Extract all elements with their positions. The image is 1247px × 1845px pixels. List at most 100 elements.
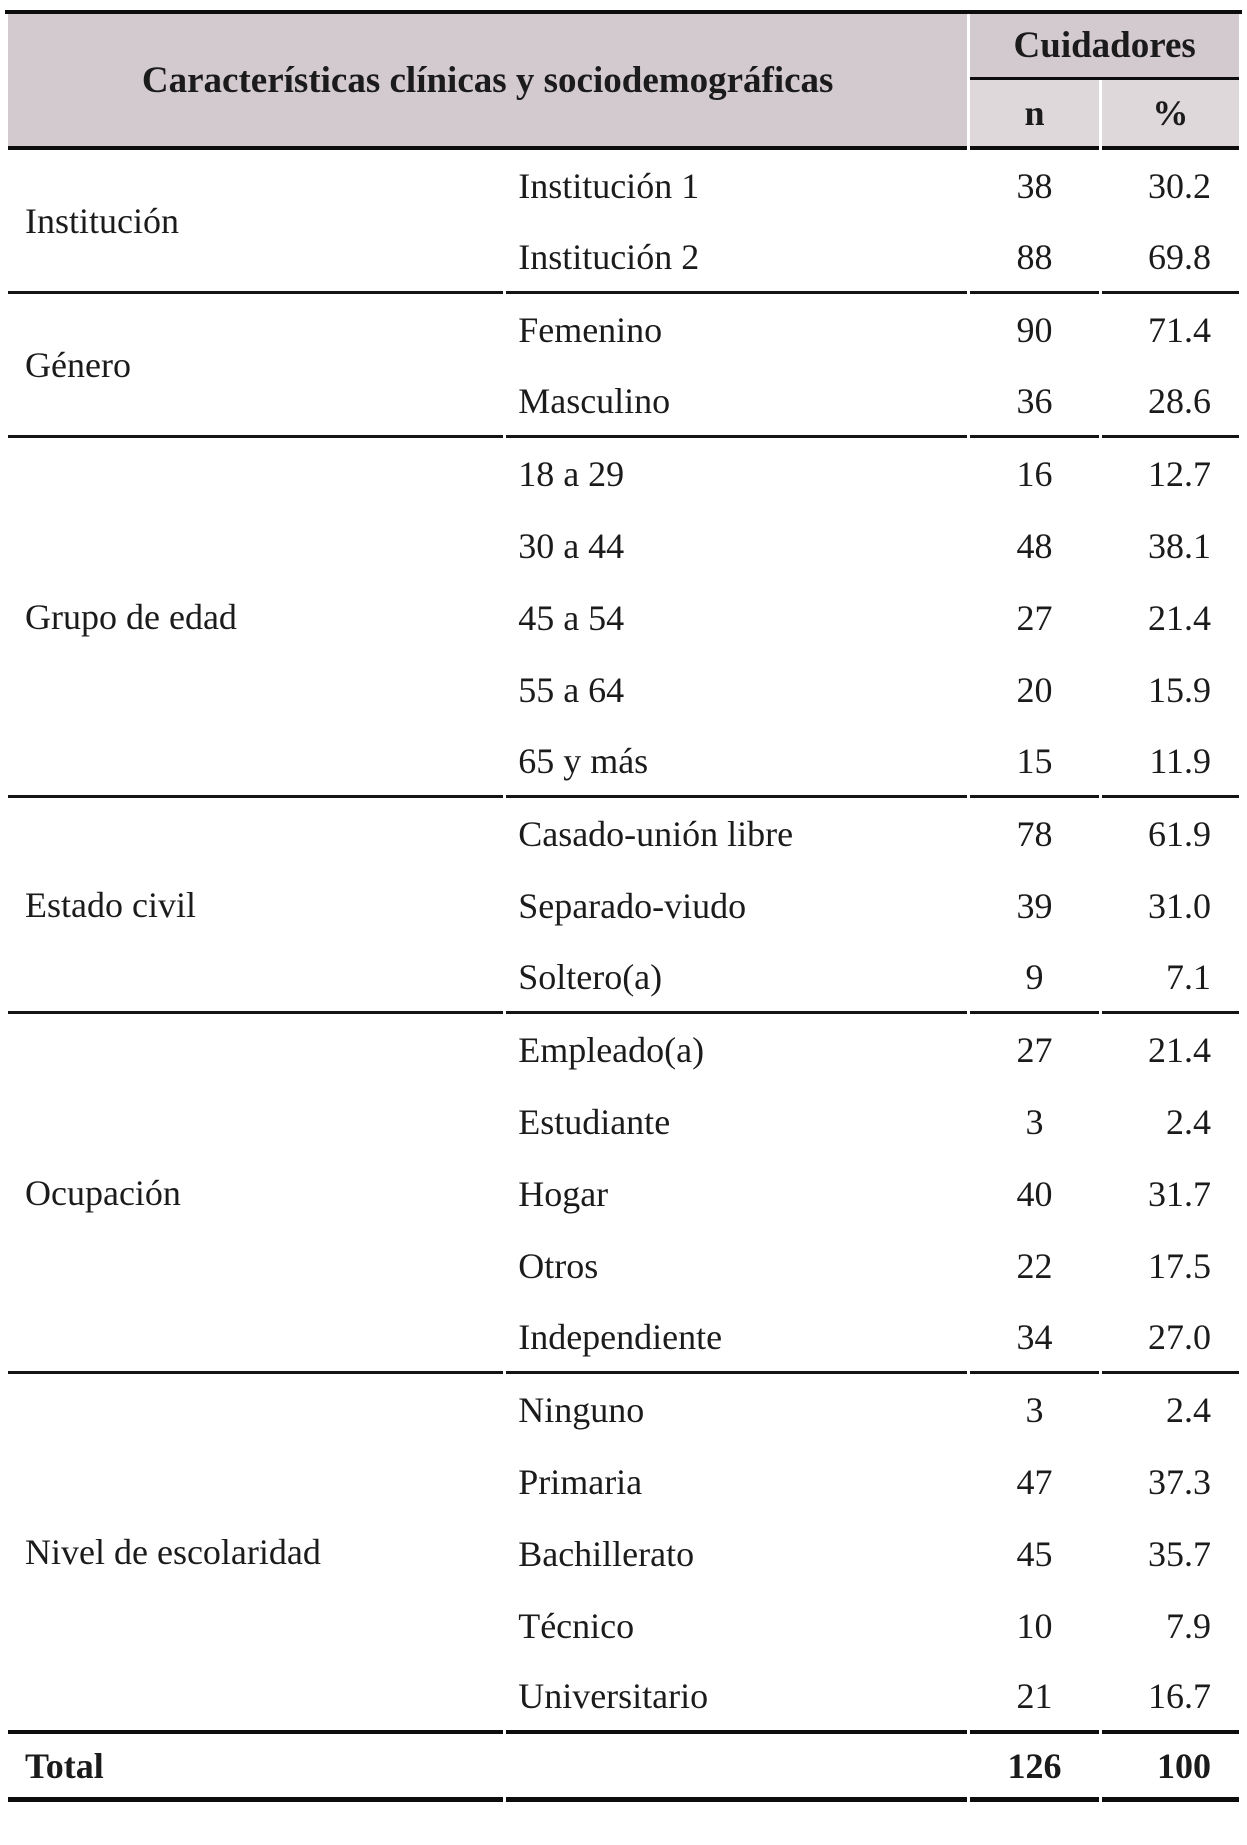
- category-cell: Estado civil: [8, 798, 504, 1014]
- table-row: 45 a 54 27 21.4: [8, 582, 1239, 654]
- total-row: Total 126 100: [8, 1734, 1239, 1802]
- demographics-table: Características clínicas y sociodemográf…: [5, 10, 1242, 1802]
- table-row: Nivel de escolaridad Ninguno 3 2.4: [8, 1374, 1239, 1734]
- table-row: Otros 22 17.5: [8, 1230, 1239, 1302]
- pct-cell: 27.0: [1101, 1302, 1239, 1374]
- category-cell: Institución: [8, 150, 504, 294]
- label-cell: 55 a 64: [518, 670, 625, 710]
- table-row: Institución 2 88 69.8: [8, 222, 1239, 294]
- header-row-1: Características clínicas y sociodemográf…: [8, 14, 1239, 150]
- header-pct-cell: %: [1101, 80, 1239, 150]
- n-cell: 10: [1016, 1606, 1053, 1646]
- label-cell: Estudiante: [518, 1102, 671, 1142]
- category-cell: Nivel de escolaridad: [8, 1374, 504, 1734]
- table-row: Masculino 36 28.6: [8, 366, 1239, 438]
- n-cell: 22: [1016, 1246, 1053, 1286]
- header-group-cell: Cuidadores: [970, 14, 1239, 80]
- label-cell: Separado-viudo: [518, 886, 747, 926]
- pct-cell: 17.5: [1148, 1246, 1211, 1286]
- table-row: Bachillerato 45 35.7: [8, 1518, 1239, 1590]
- label-cell: Masculino: [506, 366, 968, 438]
- table-row: Grupo de edad 18 a 29 16 12.7: [8, 438, 1239, 798]
- label-cell: Técnico: [518, 1606, 635, 1646]
- label-cell: Institución 2: [506, 222, 968, 294]
- table-row: Estado civil Casado-unión libre 78 61.9: [8, 798, 1239, 1014]
- label-cell: Ninguno: [518, 1390, 645, 1430]
- n-cell: 45: [1016, 1534, 1053, 1574]
- n-cell: 21: [970, 1662, 1099, 1734]
- table-row: Género Femenino 90 71.4: [8, 294, 1239, 438]
- n-cell: 16: [1016, 454, 1053, 494]
- pct-cell: 31.0: [1148, 886, 1211, 926]
- n-cell: 48: [1016, 526, 1053, 566]
- label-cell: Otros: [518, 1246, 599, 1286]
- table-container: Características clínicas y sociodemográf…: [0, 10, 1247, 1802]
- label-cell: 65 y más: [506, 726, 968, 798]
- pct-cell: 11.9: [1101, 726, 1239, 798]
- pct-cell: 71.4: [1148, 310, 1211, 350]
- n-cell: 40: [1016, 1174, 1053, 1214]
- header-row-2: n %: [8, 80, 1239, 150]
- total-pct-cell: 100: [1101, 1734, 1239, 1802]
- pct-cell: 35.7: [1148, 1534, 1211, 1574]
- table-row: Ocupación Empleado(a) 27 21.4: [8, 1014, 1239, 1374]
- pct-cell: 2.4: [1166, 1390, 1211, 1430]
- label-cell: Soltero(a): [506, 942, 968, 1014]
- total-n-cell: 126: [970, 1734, 1099, 1802]
- n-cell: 36: [970, 366, 1099, 438]
- total-empty-cell: [506, 1734, 968, 1802]
- table-row: Primaria 47 37.3: [8, 1446, 1239, 1518]
- table-row: 65 y más 15 11.9: [8, 726, 1239, 798]
- pct-cell: 30.2: [1148, 166, 1211, 206]
- table-row: Universitario 21 16.7: [8, 1662, 1239, 1734]
- n-cell: 20: [1016, 670, 1053, 710]
- n-cell: 38: [1016, 166, 1053, 206]
- label-cell: Empleado(a): [518, 1030, 705, 1070]
- header-n-cell: n: [970, 80, 1099, 150]
- n-cell: 15: [970, 726, 1099, 798]
- label-cell: Primaria: [518, 1462, 643, 1502]
- table-row: Separado-viudo 39 31.0: [8, 870, 1239, 942]
- n-cell: 27: [1016, 598, 1053, 638]
- n-cell: 3: [1025, 1390, 1044, 1430]
- pct-cell: 28.6: [1101, 366, 1239, 438]
- table-row: Hogar 40 31.7: [8, 1158, 1239, 1230]
- table-row: 55 a 64 20 15.9: [8, 654, 1239, 726]
- pct-cell: 12.7: [1148, 454, 1211, 494]
- pct-cell: 16.7: [1101, 1662, 1239, 1734]
- pct-cell: 61.9: [1148, 814, 1211, 854]
- pct-cell: 69.8: [1101, 222, 1239, 294]
- label-cell: Casado-unión libre: [518, 814, 794, 854]
- label-cell: Hogar: [518, 1174, 609, 1214]
- pct-cell: 38.1: [1148, 526, 1211, 566]
- n-cell: 88: [970, 222, 1099, 294]
- pct-cell: 15.9: [1148, 670, 1211, 710]
- header-title-cell: Características clínicas y sociodemográf…: [8, 14, 968, 150]
- category-cell: Género: [8, 294, 504, 438]
- label-cell: 45 a 54: [518, 598, 625, 638]
- label-cell: Femenino: [518, 310, 663, 350]
- n-cell: 3: [1025, 1102, 1044, 1142]
- pct-cell: 21.4: [1148, 1030, 1211, 1070]
- category-cell: Grupo de edad: [8, 438, 504, 798]
- category-cell: Ocupación: [8, 1014, 504, 1374]
- pct-cell: 7.1: [1101, 942, 1239, 1014]
- label-cell: 18 a 29: [518, 454, 625, 494]
- n-cell: 39: [1016, 886, 1053, 926]
- n-cell: 9: [970, 942, 1099, 1014]
- total-label-cell: Total: [8, 1734, 504, 1802]
- pct-cell: 31.7: [1148, 1174, 1211, 1214]
- n-cell: 78: [1016, 814, 1053, 854]
- pct-cell: 37.3: [1148, 1462, 1211, 1502]
- n-cell: 34: [970, 1302, 1099, 1374]
- table-row: Institución Institución 1 38 30.2: [8, 150, 1239, 294]
- pct-cell: 7.9: [1166, 1606, 1211, 1646]
- table-row: Técnico 10 7.9: [8, 1590, 1239, 1662]
- table-row: Soltero(a) 9 7.1: [8, 942, 1239, 1014]
- table-row: Independiente 34 27.0: [8, 1302, 1239, 1374]
- n-cell: 47: [1016, 1462, 1053, 1502]
- pct-cell: 2.4: [1166, 1102, 1211, 1142]
- n-cell: 27: [1016, 1030, 1053, 1070]
- label-cell: 30 a 44: [518, 526, 625, 566]
- label-cell: Independiente: [506, 1302, 968, 1374]
